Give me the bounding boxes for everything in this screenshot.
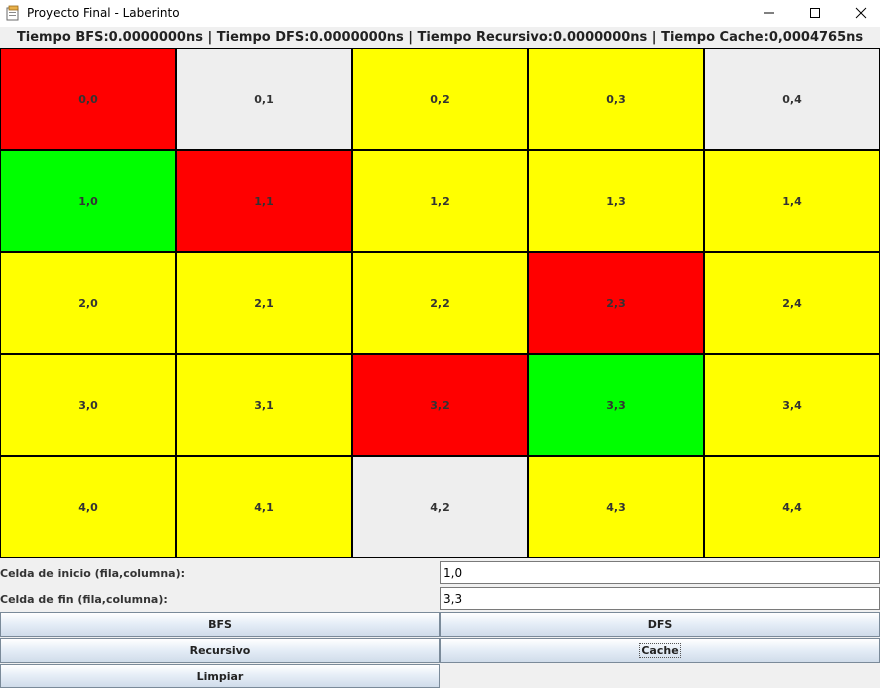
maze-cell[interactable]: 0,4 — [704, 48, 880, 150]
maze-cell[interactable]: 1,3 — [528, 150, 704, 252]
window-title: Proyecto Final - Laberinto — [27, 6, 180, 20]
maze-cell[interactable]: 3,2 — [352, 354, 528, 456]
maze-cell[interactable]: 2,1 — [176, 252, 352, 354]
maze-cell[interactable]: 0,3 — [528, 48, 704, 150]
cache-button[interactable]: Cache — [440, 638, 880, 663]
maze-cell[interactable]: 3,1 — [176, 354, 352, 456]
limpiar-button[interactable]: Limpiar — [0, 664, 440, 688]
maze-cell[interactable]: 4,1 — [176, 456, 352, 558]
cache-button-label: Cache — [639, 643, 681, 658]
maze-cell[interactable]: 4,3 — [528, 456, 704, 558]
end-cell-input[interactable] — [440, 587, 880, 610]
java-app-icon — [6, 5, 19, 21]
maze-cell[interactable]: 2,3 — [528, 252, 704, 354]
maze-cell[interactable]: 0,1 — [176, 48, 352, 150]
maze-cell[interactable]: 4,2 — [352, 456, 528, 558]
start-cell-label: Celda de inicio (fila,columna): — [0, 567, 186, 580]
minimize-icon — [764, 12, 774, 14]
maze-cell[interactable]: 1,2 — [352, 150, 528, 252]
maze-cell[interactable]: 4,0 — [0, 456, 176, 558]
maze-cell[interactable]: 1,0 — [0, 150, 176, 252]
maze-cell[interactable]: 0,0 — [0, 48, 176, 150]
minimize-button[interactable] — [746, 0, 792, 27]
close-icon — [855, 7, 867, 19]
maze-cell[interactable]: 2,2 — [352, 252, 528, 354]
maze-cell[interactable]: 4,4 — [704, 456, 880, 558]
bfs-button[interactable]: BFS — [0, 612, 440, 637]
close-button[interactable] — [838, 0, 880, 27]
maze-cell[interactable]: 3,0 — [0, 354, 176, 456]
maze-cell[interactable]: 0,2 — [352, 48, 528, 150]
timing-status-label: Tiempo BFS:0.0000000ns | Tiempo DFS:0.00… — [16, 30, 864, 45]
maximize-button[interactable] — [792, 0, 838, 27]
recursivo-button[interactable]: Recursivo — [0, 638, 440, 663]
title-bar[interactable]: Proyecto Final - Laberinto — [0, 0, 880, 27]
maze-cell[interactable]: 2,4 — [704, 252, 880, 354]
maze-cell[interactable]: 1,1 — [176, 150, 352, 252]
maximize-icon — [810, 8, 820, 18]
maze-cell[interactable]: 3,3 — [528, 354, 704, 456]
maze-cell[interactable]: 2,0 — [0, 252, 176, 354]
maze-cell[interactable]: 1,4 — [704, 150, 880, 252]
end-cell-label: Celda de fin (fila,columna): — [0, 593, 168, 606]
maze-cell[interactable]: 3,4 — [704, 354, 880, 456]
dfs-button[interactable]: DFS — [440, 612, 880, 637]
start-cell-input[interactable] — [440, 561, 880, 584]
maze-grid: 0,0 0,1 0,2 0,3 0,4 1,0 1,1 1,2 1,3 1,4 2,0 2,1 2,2 2… — [0, 48, 880, 558]
